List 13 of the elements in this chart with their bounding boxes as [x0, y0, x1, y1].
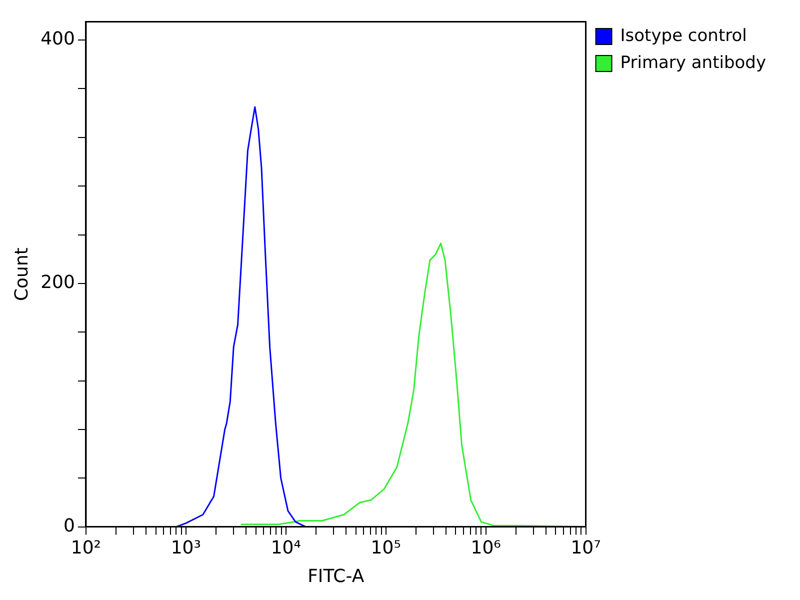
x-tick-label: 10²: [70, 537, 102, 558]
y-axis-title: Count: [11, 248, 32, 302]
x-axis-title: FITC-A: [308, 566, 365, 587]
x-tick-label: 10⁵: [370, 537, 401, 558]
legend-label: Isotype control: [620, 26, 747, 46]
legend-label: Primary antibody: [620, 52, 766, 73]
y-tick-label: 0: [64, 515, 75, 536]
x-tick-label: 10⁴: [270, 537, 301, 558]
y-tick-label: 200: [40, 272, 75, 294]
y-tick-label: 400: [40, 28, 75, 50]
x-tick-label: 10⁷: [570, 537, 601, 558]
x-tick-label: 10⁶: [470, 537, 501, 558]
x-tick-label: 10³: [170, 537, 201, 558]
